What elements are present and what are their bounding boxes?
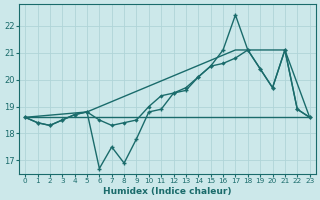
- X-axis label: Humidex (Indice chaleur): Humidex (Indice chaleur): [103, 187, 232, 196]
